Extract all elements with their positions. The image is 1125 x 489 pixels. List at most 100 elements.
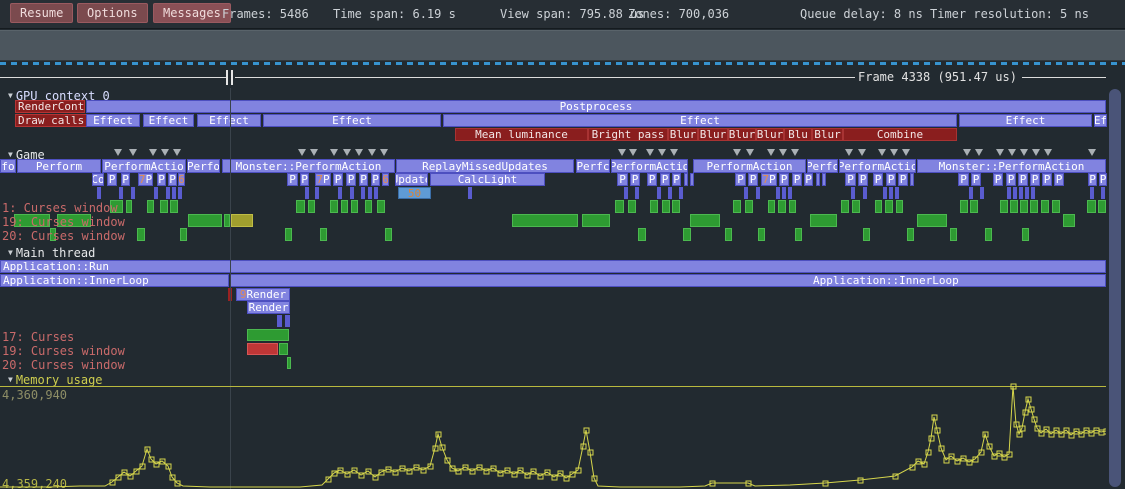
zone-bar[interactable] xyxy=(385,228,392,241)
zone-bar[interactable]: P xyxy=(779,173,789,186)
zone-group-triangle-icon[interactable] xyxy=(975,149,983,156)
zone-group-triangle-icon[interactable] xyxy=(878,149,886,156)
zone-bar[interactable]: Perfc xyxy=(576,159,610,173)
zone-bar[interactable] xyxy=(795,228,802,241)
zone-tick[interactable] xyxy=(285,315,290,327)
zone-bar[interactable]: Effect xyxy=(263,114,441,127)
zone-bar[interactable] xyxy=(822,173,826,186)
zone-group-triangle-icon[interactable] xyxy=(791,149,799,156)
zone-bar[interactable]: P xyxy=(300,173,309,186)
zone-bar[interactable]: Application::Run xyxy=(0,260,1106,273)
zone-bar[interactable] xyxy=(684,173,688,186)
zone-tick[interactable] xyxy=(1019,187,1023,199)
zone-tick[interactable] xyxy=(883,187,887,199)
zone-group-triangle-icon[interactable] xyxy=(902,149,910,156)
zone-group-triangle-icon[interactable] xyxy=(779,149,787,156)
zone-tick[interactable] xyxy=(131,187,135,199)
zone-bar[interactable]: P xyxy=(993,173,1003,186)
zone-tick[interactable] xyxy=(756,187,760,199)
zone-group-triangle-icon[interactable] xyxy=(858,149,866,156)
zone-bar[interactable]: P xyxy=(845,173,856,186)
frame-boundary-mark[interactable] xyxy=(231,70,233,85)
zone-bar[interactable]: Bright pass xyxy=(588,128,668,141)
zone-bar[interactable] xyxy=(789,200,796,213)
memory-usage-plot[interactable] xyxy=(0,88,1106,489)
zone-bar[interactable]: P xyxy=(660,173,670,186)
zone-bar[interactable]: P xyxy=(1030,173,1040,186)
zone-bar[interactable]: P xyxy=(359,173,368,186)
zone-bar[interactable] xyxy=(341,200,348,213)
zone-bar[interactable] xyxy=(147,200,154,213)
zone-tick[interactable] xyxy=(1090,187,1094,199)
zone-bar[interactable] xyxy=(690,214,720,227)
zone-bar[interactable]: Render xyxy=(247,301,290,314)
zone-bar[interactable]: P xyxy=(121,173,130,186)
zone-tick[interactable] xyxy=(624,187,628,199)
zone-group-triangle-icon[interactable] xyxy=(1044,149,1052,156)
zone-bar[interactable]: Ef xyxy=(1094,114,1107,127)
zone-bar[interactable] xyxy=(126,200,132,213)
zone-bar[interactable]: Perfc xyxy=(807,159,838,173)
zone-tick[interactable] xyxy=(368,187,372,199)
zone-bar[interactable] xyxy=(170,200,178,213)
zone-tick[interactable] xyxy=(895,187,899,199)
zone-bar[interactable]: Monster::PerformAction xyxy=(917,159,1106,173)
zone-bar[interactable] xyxy=(1010,200,1018,213)
zone-bar[interactable] xyxy=(758,228,765,241)
zone-tick[interactable] xyxy=(1007,187,1011,199)
zone-bar[interactable] xyxy=(330,200,338,213)
zone-bar[interactable] xyxy=(725,228,732,241)
zone-bar[interactable]: Effect xyxy=(443,114,957,127)
zone-group-triangle-icon[interactable] xyxy=(845,149,853,156)
zone-group-triangle-icon[interactable] xyxy=(746,149,754,156)
zone-bar[interactable]: P xyxy=(617,173,628,186)
zone-bar[interactable] xyxy=(231,214,253,227)
lock-label-20[interactable]: 20: Curses window xyxy=(2,229,125,243)
zone-group-triangle-icon[interactable] xyxy=(368,149,376,156)
zone-bar[interactable] xyxy=(57,214,91,227)
zone-bar[interactable] xyxy=(615,200,624,213)
zone-bar[interactable] xyxy=(287,357,291,369)
zone-group-triangle-icon[interactable] xyxy=(733,149,741,156)
zone-bar[interactable]: P xyxy=(157,173,166,186)
zone-group-triangle-icon[interactable] xyxy=(670,149,678,156)
zone-group-triangle-icon[interactable] xyxy=(129,149,137,156)
zone-tick[interactable] xyxy=(1013,187,1017,199)
zone-bar[interactable]: P xyxy=(898,173,908,186)
zone-bar[interactable]: PerformActio xyxy=(611,159,688,173)
zone-bar[interactable] xyxy=(662,200,670,213)
zone-bar[interactable] xyxy=(650,200,658,213)
zone-group-triangle-icon[interactable] xyxy=(355,149,363,156)
zone-tick[interactable] xyxy=(980,187,984,199)
zone-bar[interactable] xyxy=(896,200,903,213)
zone-bar[interactable]: ReplayMissedUpdates xyxy=(396,159,574,173)
zone-bar[interactable]: CalcLight xyxy=(430,173,545,186)
zone-bar[interactable] xyxy=(863,228,870,241)
zone-bar[interactable]: P xyxy=(647,173,657,186)
zone-group-triangle-icon[interactable] xyxy=(890,149,898,156)
zone-group-triangle-icon[interactable] xyxy=(343,149,351,156)
zone-bar[interactable] xyxy=(50,228,56,241)
zone-group-triangle-icon[interactable] xyxy=(173,149,181,156)
zone-bar[interactable] xyxy=(160,200,168,213)
zone-bar[interactable] xyxy=(188,214,222,227)
zone-bar[interactable] xyxy=(180,228,187,241)
zone-bar[interactable] xyxy=(1022,228,1029,241)
zone-group-triangle-icon[interactable] xyxy=(380,149,388,156)
zone-bar[interactable]: P xyxy=(886,173,896,186)
zone-bar[interactable]: Effect xyxy=(143,114,194,127)
zone-bar[interactable]: P xyxy=(792,173,802,186)
zone-bar[interactable]: P xyxy=(1018,173,1028,186)
zone-bar[interactable] xyxy=(279,343,288,355)
zone-bar[interactable]: P xyxy=(958,173,969,186)
zone-tick[interactable] xyxy=(1101,187,1105,199)
zone-bar[interactable]: Effect xyxy=(959,114,1092,127)
zone-bar[interactable] xyxy=(917,214,947,227)
zone-group-triangle-icon[interactable] xyxy=(1088,149,1096,156)
zone-bar[interactable]: Application::InnerLoop xyxy=(0,274,229,287)
zone-group-triangle-icon[interactable] xyxy=(1020,149,1028,156)
zone-bar[interactable] xyxy=(638,228,646,241)
zone-bar[interactable] xyxy=(1030,200,1038,213)
